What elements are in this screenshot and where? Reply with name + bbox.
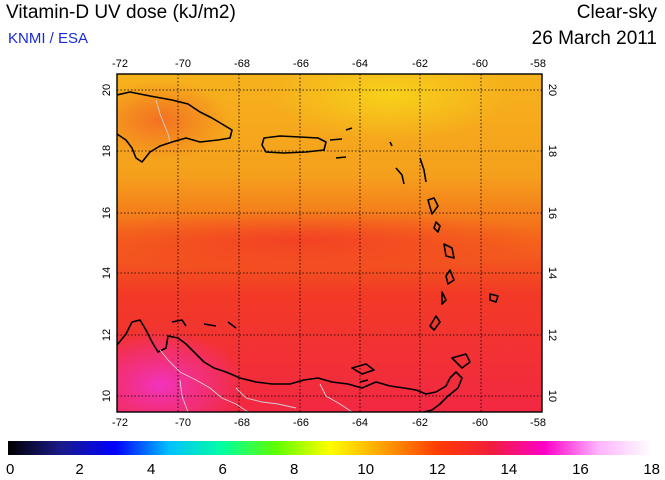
map-frame: [116, 73, 543, 413]
latitude-labels-left: 10 12 14 16 18 20: [101, 84, 113, 402]
lat-tick-label-left: 20: [101, 84, 113, 96]
latitude-labels-right: 10 12 14 16 18 20: [546, 84, 558, 402]
colorbar-tick-label: 18: [643, 461, 660, 478]
lat-tick-label-left: 18: [101, 145, 113, 157]
longitude-labels-bottom: -72 -70 -68 -66 -64 -62 -60 -58: [112, 417, 546, 429]
hispaniola-coast: [117, 91, 233, 163]
lat-tick-label-left: 16: [101, 207, 113, 219]
puerto-rico-coast: [261, 135, 327, 154]
country-borders: [155, 99, 353, 412]
longitude-labels-top: -72 -70 -68 -66 -64 -62 -60 -58: [112, 58, 546, 70]
colorbar-tick-label: 6: [218, 461, 226, 478]
lon-tick-label-top: -66: [293, 58, 309, 70]
leeward-islands: [389, 141, 499, 331]
lon-tick-label-top: -62: [412, 58, 428, 70]
lon-tick-label-top: -60: [472, 58, 488, 70]
colorbar-labels: 0 2 4 6 8 10 12 14 16 18: [6, 461, 660, 478]
lon-tick-label-bottom: -68: [234, 417, 250, 429]
lon-tick-label-bottom: -62: [412, 417, 428, 429]
lon-tick-label-bottom: -64: [352, 417, 368, 429]
colorbar-tick-label: 2: [75, 461, 83, 478]
virgin-islands: [329, 127, 353, 159]
colorbar-tick-label: 14: [501, 461, 518, 478]
data-source-label: KNMI / ESA: [8, 30, 89, 47]
lat-tick-label-right: 20: [546, 84, 558, 96]
graticule: [117, 74, 542, 412]
lat-tick-label-right: 12: [546, 329, 558, 341]
colorbar-tick-label: 16: [572, 461, 589, 478]
lon-tick-label-top: -70: [175, 58, 191, 70]
colorbar-tick-label: 8: [290, 461, 298, 478]
map-title: Vitamin-D UV dose (kJ/m2): [6, 2, 236, 23]
lon-tick-label-bottom: -58: [530, 417, 546, 429]
colorbar-tick-label: 4: [147, 461, 155, 478]
lon-tick-label-bottom: -66: [293, 417, 309, 429]
lat-tick-label-right: 10: [546, 390, 558, 402]
lat-tick-label-right: 14: [546, 267, 558, 279]
map-date: 26 March 2011: [531, 28, 657, 49]
lon-tick-label-top: -68: [234, 58, 250, 70]
lon-tick-label-bottom: -60: [472, 417, 488, 429]
colorbar: [8, 441, 652, 455]
lon-tick-label-top: -58: [530, 58, 546, 70]
lat-tick-label-right: 16: [546, 207, 558, 219]
abc-islands: [171, 319, 237, 329]
lat-tick-label-left: 10: [101, 390, 113, 402]
lon-tick-label-top: -64: [352, 58, 368, 70]
colorbar-tick-label: 12: [429, 461, 446, 478]
lat-tick-label-left: 12: [101, 329, 113, 341]
lat-tick-label-right: 18: [546, 145, 558, 157]
colorbar-tick-label: 10: [357, 461, 374, 478]
colorbar-tick-label: 0: [6, 461, 14, 478]
lon-tick-label-bottom: -70: [175, 417, 191, 429]
lon-tick-label-top: -72: [112, 58, 128, 70]
lat-tick-label-left: 14: [101, 267, 113, 279]
trinidad-coast: [451, 353, 471, 369]
margarita-island: [351, 363, 375, 383]
sky-condition-label: Clear-sky: [576, 2, 657, 23]
lon-tick-label-bottom: -72: [112, 417, 128, 429]
